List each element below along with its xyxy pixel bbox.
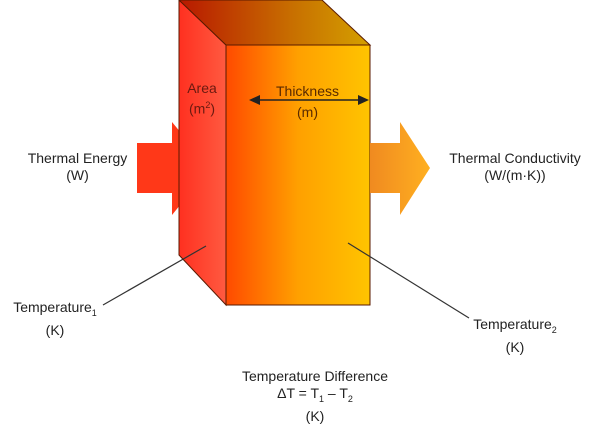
temperature2-label: Temperature2 (K) [460,316,570,356]
temperature2-pointer [347,242,470,319]
thickness-label: Thickness (m) [250,83,365,121]
temperature-difference-unit: (K) [305,407,325,424]
temperature1-pointer [102,245,207,306]
thickness-double-arrow [249,95,369,105]
thermal-conductivity-label: Thermal Conductivity (W/(m·K)) [430,150,600,184]
temperature-difference-equation: ΔT = T1 – T2 [277,385,353,404]
temperature1-title: Temperature1 [13,299,97,318]
thickness-title: Thickness [275,83,340,99]
temperature1-label: Temperature1 (K) [0,299,110,339]
temperature-difference-label: Temperature Difference ΔT = T1 – T2 (K) [215,368,415,425]
thermal-energy-title: Thermal Energy [27,150,128,166]
temperature-difference-title: Temperature Difference [241,368,389,384]
right-heat-arrow [370,122,430,215]
left-heat-arrow [137,122,210,215]
temperature2-unit: (K) [505,338,525,355]
block-front-face [225,44,371,306]
temperature1-unit: (K) [45,321,65,338]
block-side-face [178,0,227,307]
thickness-unit: (m) [297,104,318,120]
thermal-energy-label: Thermal Energy (W) [5,150,150,184]
area-label: Area (m2) [178,80,226,118]
area-unit: (m2) [188,100,215,117]
temperature2-title: Temperature2 [473,316,557,335]
thermal-energy-unit: (W) [66,167,89,183]
thermal-conductivity-unit: (W/(m·K)) [484,167,546,183]
area-title: Area [187,80,217,96]
thermal-conductivity-title: Thermal Conductivity [449,150,581,166]
